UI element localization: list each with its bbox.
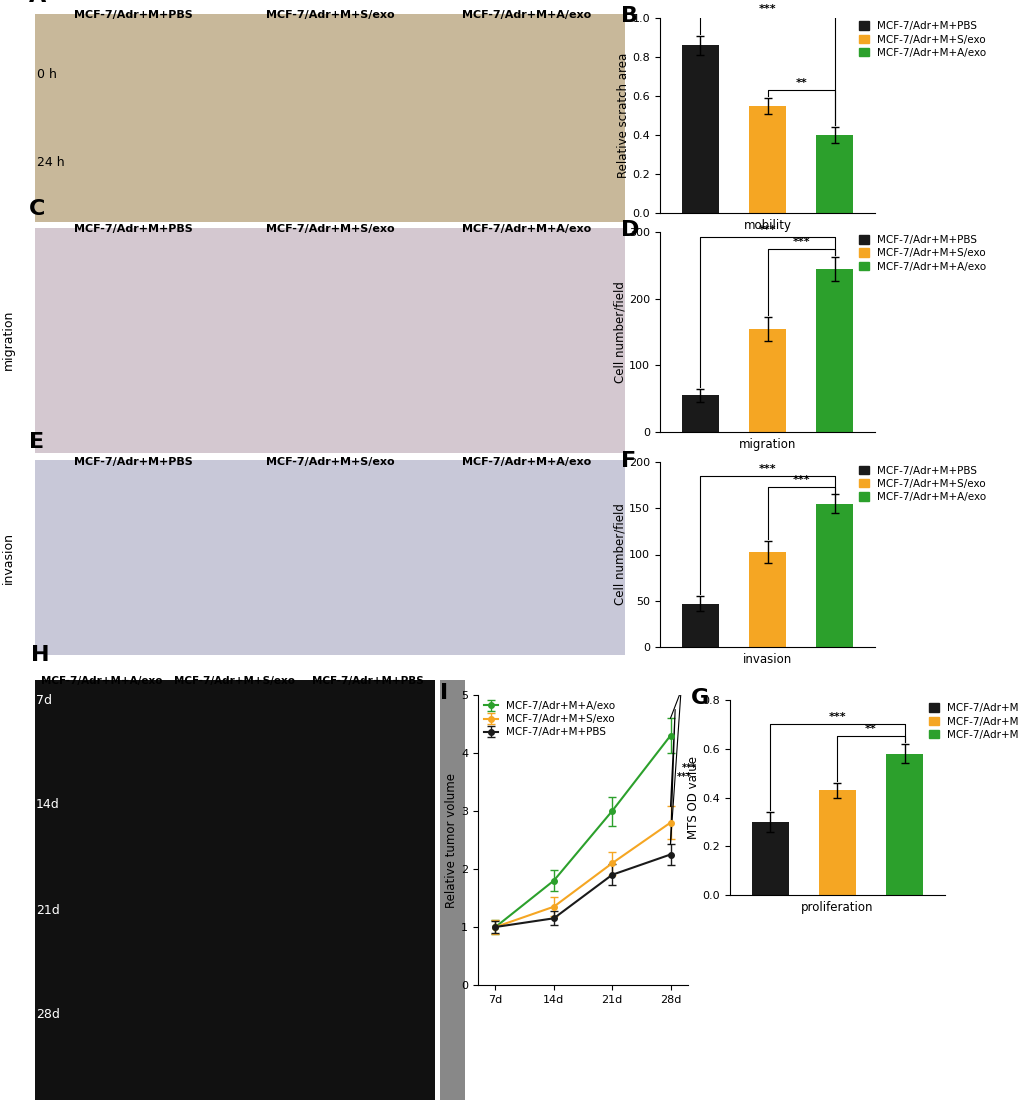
Text: MCF-7/Adr+M+A/exo: MCF-7/Adr+M+A/exo (41, 676, 162, 686)
Text: MCF-7/Adr+M+PBS: MCF-7/Adr+M+PBS (74, 10, 193, 20)
Y-axis label: Cell number/field: Cell number/field (612, 281, 626, 382)
Bar (886, 754, 922, 895)
Text: B: B (621, 7, 638, 27)
Text: ***: *** (682, 763, 696, 773)
Bar (818, 791, 855, 895)
Bar (681, 46, 718, 213)
Text: I: I (440, 683, 448, 704)
Y-axis label: MTS OD value: MTS OD value (686, 756, 699, 838)
Text: MCF-7/Adr+M+S/exo: MCF-7/Adr+M+S/exo (265, 457, 394, 467)
X-axis label: proliferation: proliferation (801, 901, 873, 913)
Bar (748, 106, 786, 213)
Legend: MCF-7/Adr+M+A/exo, MCF-7/Adr+M+S/exo, MCF-7/Adr+M+PBS: MCF-7/Adr+M+A/exo, MCF-7/Adr+M+S/exo, MC… (483, 700, 615, 738)
Legend: MCF-7/Adr+M+PBS, MCF-7/Adr+M+S/exo, MCF-7/Adr+M+A/exo: MCF-7/Adr+M+PBS, MCF-7/Adr+M+S/exo, MCF-… (926, 701, 1019, 741)
Legend: MCF-7/Adr+M+PBS, MCF-7/Adr+M+S/exo, MCF-7/Adr+M+A/exo: MCF-7/Adr+M+PBS, MCF-7/Adr+M+S/exo, MCF-… (856, 19, 987, 60)
Text: ***: *** (758, 4, 775, 14)
Bar (681, 396, 718, 432)
Text: MCF-7/Adr+M+A/exo: MCF-7/Adr+M+A/exo (462, 10, 591, 20)
Text: 21d: 21d (36, 903, 60, 917)
Text: MCF-7/Adr+M+PBS: MCF-7/Adr+M+PBS (74, 224, 193, 234)
Text: A: A (30, 0, 46, 6)
Text: H: H (31, 646, 50, 666)
X-axis label: mobility: mobility (743, 219, 791, 232)
Text: 7d: 7d (36, 694, 52, 707)
Text: G: G (691, 688, 709, 708)
Text: migration: migration (1, 310, 14, 370)
Text: MCF-7/Adr+M+S/exo: MCF-7/Adr+M+S/exo (265, 224, 394, 234)
Text: E: E (30, 433, 44, 453)
Text: 28d: 28d (36, 1008, 60, 1021)
Text: ***: *** (758, 464, 775, 474)
Bar (748, 329, 786, 432)
X-axis label: migration: migration (738, 437, 796, 450)
Bar (815, 269, 852, 432)
Text: ***: *** (758, 224, 775, 234)
Y-axis label: Relative tumor volume: Relative tumor volume (445, 773, 458, 908)
Text: ***: *** (827, 712, 846, 723)
Text: 14d: 14d (36, 798, 60, 812)
Text: MCF-7/Adr+M+A/exo: MCF-7/Adr+M+A/exo (462, 457, 591, 467)
Bar (815, 135, 852, 213)
Legend: MCF-7/Adr+M+PBS, MCF-7/Adr+M+S/exo, MCF-7/Adr+M+A/exo: MCF-7/Adr+M+PBS, MCF-7/Adr+M+S/exo, MCF-… (856, 464, 987, 504)
Y-axis label: Cell number/field: Cell number/field (612, 504, 626, 605)
Text: ***: *** (792, 236, 809, 246)
Bar (751, 822, 788, 895)
Text: 0 h: 0 h (37, 68, 57, 81)
Text: ***: *** (792, 475, 809, 485)
Text: C: C (30, 198, 46, 219)
Bar (815, 504, 852, 647)
Text: MCF-7/Adr+M+S/exo: MCF-7/Adr+M+S/exo (265, 10, 394, 20)
Bar (681, 603, 718, 647)
Bar (748, 552, 786, 647)
Text: **: ** (864, 724, 876, 734)
Text: MCF-7/Adr+M+PBS: MCF-7/Adr+M+PBS (312, 676, 424, 686)
Text: MCF-7/Adr+M+PBS: MCF-7/Adr+M+PBS (74, 457, 193, 467)
Text: **: ** (795, 78, 806, 88)
X-axis label: invasion: invasion (742, 652, 792, 666)
Text: MCF-7/Adr+M+A/exo: MCF-7/Adr+M+A/exo (462, 224, 591, 234)
Text: MCF-7/Adr+M+S/exo: MCF-7/Adr+M+S/exo (174, 676, 296, 686)
Text: D: D (621, 220, 639, 240)
Text: ***: *** (676, 772, 691, 782)
Legend: MCF-7/Adr+M+PBS, MCF-7/Adr+M+S/exo, MCF-7/Adr+M+A/exo: MCF-7/Adr+M+PBS, MCF-7/Adr+M+S/exo, MCF-… (856, 233, 987, 273)
Text: F: F (621, 450, 636, 471)
Y-axis label: Relative scratch area: Relative scratch area (616, 52, 629, 178)
Text: invasion: invasion (1, 532, 14, 584)
Text: 24 h: 24 h (37, 156, 64, 169)
